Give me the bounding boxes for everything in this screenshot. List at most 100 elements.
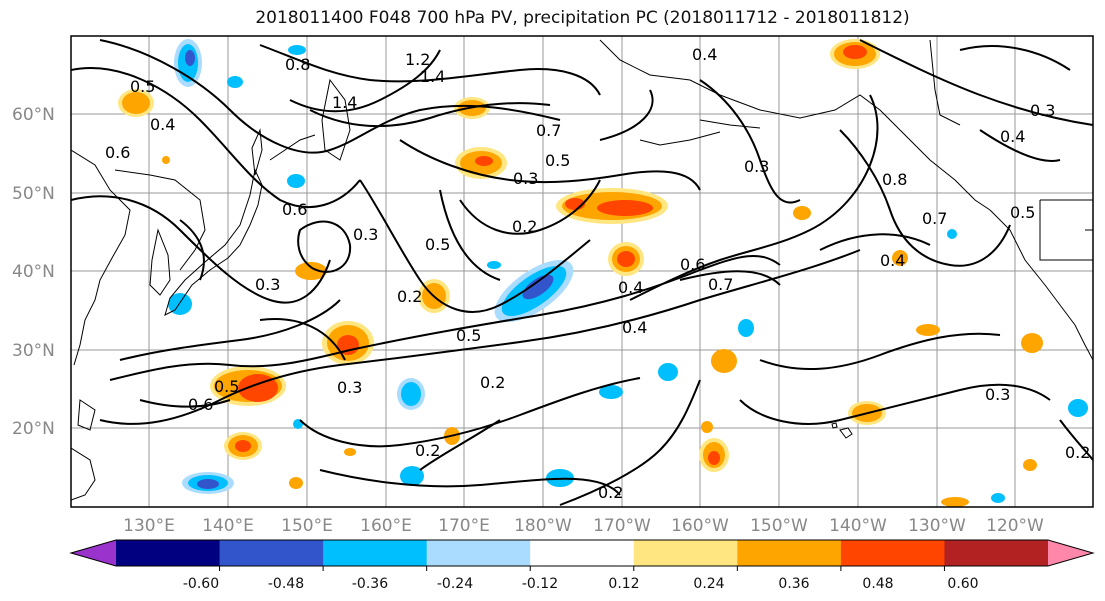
colorbar-segment	[840, 540, 945, 566]
contour-label: 1.2	[405, 50, 430, 69]
lon-label: 150°W	[750, 516, 808, 536]
contour-label: 0.7	[708, 275, 733, 294]
contour-label: 0.4	[880, 251, 905, 270]
contour-label: 0.2	[397, 287, 422, 306]
lat-label: 60°N	[12, 105, 55, 125]
precip-negative-area	[522, 274, 554, 300]
lat-label: 30°N	[12, 341, 55, 361]
precip-positive-area	[701, 421, 713, 433]
contour-label: 0.5	[545, 151, 570, 170]
lon-label: 160°W	[671, 516, 729, 536]
contour-label: 0.2	[1065, 443, 1090, 462]
lon-label: 180°W	[514, 516, 572, 536]
precip-negative-area	[599, 385, 623, 399]
precip-positive-area	[344, 448, 356, 456]
colorbar-segment	[633, 540, 738, 566]
contour-label: 0.5	[456, 326, 481, 345]
lon-label: 140°W	[829, 516, 887, 536]
precip-negative-area	[227, 76, 243, 88]
latitude-labels: 60°N 50°N 40°N 30°N 20°N	[12, 105, 55, 439]
precip-negative-area	[991, 493, 1005, 503]
pv-contours	[71, 39, 1093, 506]
colorbar-segment	[737, 540, 842, 566]
lon-label: 130°E	[123, 516, 175, 536]
precip-positive-area	[941, 497, 969, 507]
colorbar-label: 0.60	[947, 576, 978, 592]
contour-label: 0.8	[882, 170, 907, 189]
colorbar-frame	[69, 539, 1095, 567]
lat-label: 40°N	[12, 262, 55, 282]
precip-positive-area	[617, 251, 635, 267]
precip-positive-area	[711, 349, 737, 373]
colorbar: -0.60 -0.48 -0.36 -0.24 -0.12 0.12 0.24 …	[69, 539, 1095, 592]
precip-positive-area	[843, 45, 867, 59]
longitude-labels: 130°E 140°E 150°E 160°E 170°E 180°W 170°…	[123, 516, 1044, 536]
colorbar-label: -0.60	[183, 576, 219, 592]
contour-label: 0.3	[985, 385, 1010, 404]
precip-negative-area	[185, 50, 195, 66]
precip-positive-area	[295, 262, 327, 280]
colorbar-label: -0.36	[352, 576, 388, 592]
colorbar-label: -0.48	[268, 576, 304, 592]
colorbar-segment	[116, 540, 221, 566]
precip-negative-area	[487, 261, 501, 269]
contour-label: 1.4	[420, 67, 445, 86]
lat-label: 50°N	[12, 184, 55, 204]
map-frame	[70, 35, 1094, 508]
precip-negative-area	[287, 174, 305, 188]
precip-negative-area	[1068, 399, 1088, 417]
contour-label: 0.4	[1000, 127, 1025, 146]
precip-positive-area	[793, 206, 811, 220]
contour-label: 0.5	[1010, 203, 1035, 222]
lat-label: 20°N	[12, 419, 55, 439]
precip-positive-area	[289, 477, 303, 489]
colorbar-label: -0.24	[437, 576, 473, 592]
contour-label: 0.7	[922, 209, 947, 228]
contour-label: 0.2	[415, 441, 440, 460]
contour-label: 0.6	[188, 395, 213, 414]
precip-negative-area	[738, 319, 754, 337]
colorbar-label: 0.48	[862, 576, 893, 592]
contour-label: 0.4	[692, 45, 717, 64]
lon-label: 150°E	[281, 516, 333, 536]
contour-label: 0.4	[150, 115, 175, 134]
lon-label: 170°E	[438, 516, 490, 536]
contour-label: 0.5	[214, 377, 239, 396]
precip-positive-area	[892, 250, 908, 266]
contour-label: 0.8	[285, 55, 310, 74]
contour-label: 0.3	[353, 225, 378, 244]
contour-label: 0.3	[513, 169, 538, 188]
contour-label: 0.3	[337, 378, 362, 397]
contour-label: 0.4	[622, 318, 647, 337]
precip-positive-area	[475, 156, 493, 166]
contour-label: 0.3	[1030, 101, 1055, 120]
contour-label: 1.4	[332, 93, 357, 112]
precip-positive-area	[708, 451, 720, 465]
precip-positive-area	[162, 156, 170, 164]
precip-negative-area	[288, 45, 306, 55]
colorbar-extend-high	[1048, 540, 1093, 566]
contour-label: 0.3	[255, 275, 280, 294]
precip-positive-area	[238, 374, 278, 402]
contour-label: 0.3	[744, 157, 769, 176]
colorbar-label: -0.12	[522, 576, 558, 592]
colorbar-extend-low	[71, 540, 116, 566]
map-title: 2018011400 F048 700 hPa PV, precipitatio…	[255, 8, 910, 28]
colorbar-label: 0.36	[778, 576, 809, 592]
precip-positive-area	[1021, 333, 1043, 353]
precip-positive-area	[1023, 459, 1037, 471]
lon-label: 130°W	[908, 516, 966, 536]
colorbar-label: 0.24	[693, 576, 724, 592]
precip-positive-area	[122, 92, 150, 114]
colorbar-segment	[426, 540, 531, 566]
lon-label: 160°E	[360, 516, 412, 536]
colorbar-label: 0.12	[608, 576, 639, 592]
contour-label: 0.4	[618, 278, 643, 297]
colorbar-segment	[944, 540, 1049, 566]
coastlines	[71, 39, 1093, 501]
contour-label: 0.2	[598, 483, 623, 502]
contour-label: 0.7	[536, 121, 561, 140]
contour-label: 0.6	[680, 255, 705, 274]
contour-label: 0.6	[282, 200, 307, 219]
